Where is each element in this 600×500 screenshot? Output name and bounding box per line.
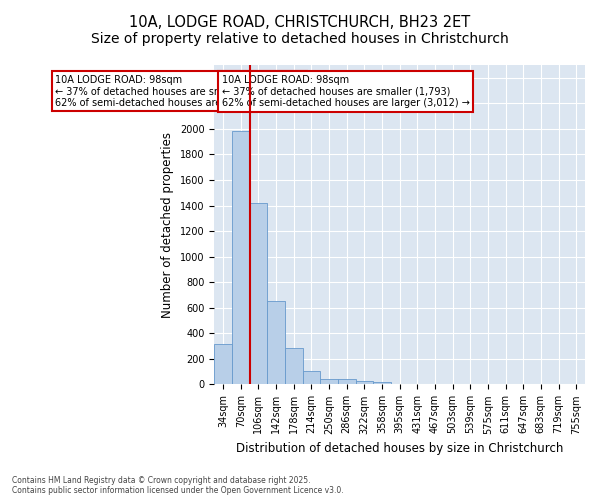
Bar [250, 203, 267, 384]
Bar [214, 344, 232, 384]
Y-axis label: Number of detached properties: Number of detached properties [161, 132, 174, 318]
Text: Contains HM Land Registry data © Crown copyright and database right 2025.
Contai: Contains HM Land Registry data © Crown c… [12, 476, 344, 495]
Bar [373, 382, 391, 384]
Text: Size of property relative to detached houses in Christchurch: Size of property relative to detached ho… [91, 32, 509, 46]
Bar [267, 302, 285, 384]
Bar [302, 371, 320, 384]
Bar [232, 132, 250, 384]
Bar [285, 348, 302, 385]
X-axis label: Distribution of detached houses by size in Christchurch: Distribution of detached houses by size … [236, 442, 563, 455]
Bar [356, 380, 373, 384]
Text: 10A LODGE ROAD: 98sqm
← 37% of detached houses are smaller (1,793)
62% of semi-d: 10A LODGE ROAD: 98sqm ← 37% of detached … [222, 74, 470, 108]
Bar [338, 379, 356, 384]
Text: 10A, LODGE ROAD, CHRISTCHURCH, BH23 2ET: 10A, LODGE ROAD, CHRISTCHURCH, BH23 2ET [130, 15, 470, 30]
Bar [320, 378, 338, 384]
Text: 10A LODGE ROAD: 98sqm
← 37% of detached houses are smaller (1,793)
62% of semi-d: 10A LODGE ROAD: 98sqm ← 37% of detached … [55, 74, 303, 108]
